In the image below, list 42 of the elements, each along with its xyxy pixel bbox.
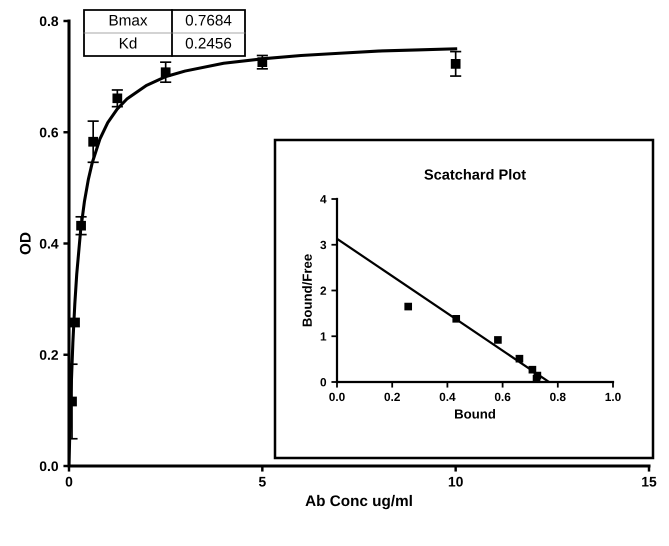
y-axis-title: OD xyxy=(20,232,31,254)
x-tick-label: 10 xyxy=(448,476,463,487)
point xyxy=(528,366,536,374)
point xyxy=(88,136,98,147)
point xyxy=(112,93,122,104)
x-tick-label: 0.6 xyxy=(494,392,510,402)
y-tick-label: 0.0 xyxy=(40,461,58,472)
point xyxy=(450,58,461,69)
x-tick-label: 1.0 xyxy=(606,392,621,402)
x-tick-label: 0.4 xyxy=(440,392,456,402)
x-axis-title: Bound xyxy=(455,408,496,419)
point xyxy=(257,57,268,68)
y-tick-label: 0.4 xyxy=(40,238,59,249)
x-axis-title: Ab Conc ug/ml xyxy=(305,494,412,510)
y-tick-label: 0.8 xyxy=(40,16,58,26)
y-axis-title: Bound/Free xyxy=(302,254,312,326)
point xyxy=(494,336,502,344)
point xyxy=(76,220,86,231)
point xyxy=(404,302,412,310)
x-tick-label: 0.0 xyxy=(329,392,345,402)
x-tick-label: 0.8 xyxy=(550,392,566,402)
point xyxy=(452,315,460,323)
annotation: 0.2456 xyxy=(186,38,232,49)
point xyxy=(516,354,524,362)
y-tick-label: 0 xyxy=(320,378,326,386)
y-tick-label: 1 xyxy=(320,332,326,341)
x-tick-label: 0.2 xyxy=(384,392,400,402)
point xyxy=(532,374,540,382)
y-tick-label: 2 xyxy=(320,286,326,295)
chart-title: Scatchard Plot xyxy=(424,168,526,180)
annotation: Bmax xyxy=(110,14,148,26)
x-tick-label: 15 xyxy=(642,476,656,487)
annotation: 0.7684 xyxy=(186,14,232,26)
x-tick-label: 5 xyxy=(258,476,266,487)
point xyxy=(70,318,80,328)
point xyxy=(160,67,171,78)
x-tick-label: 0 xyxy=(66,476,72,487)
y-tick-label: 0.6 xyxy=(40,128,58,138)
y-tick-label: 4 xyxy=(320,195,327,204)
annotation: Kd xyxy=(120,37,136,49)
y-tick-label: 0.2 xyxy=(40,350,58,360)
y-tick-label: 3 xyxy=(320,240,326,250)
